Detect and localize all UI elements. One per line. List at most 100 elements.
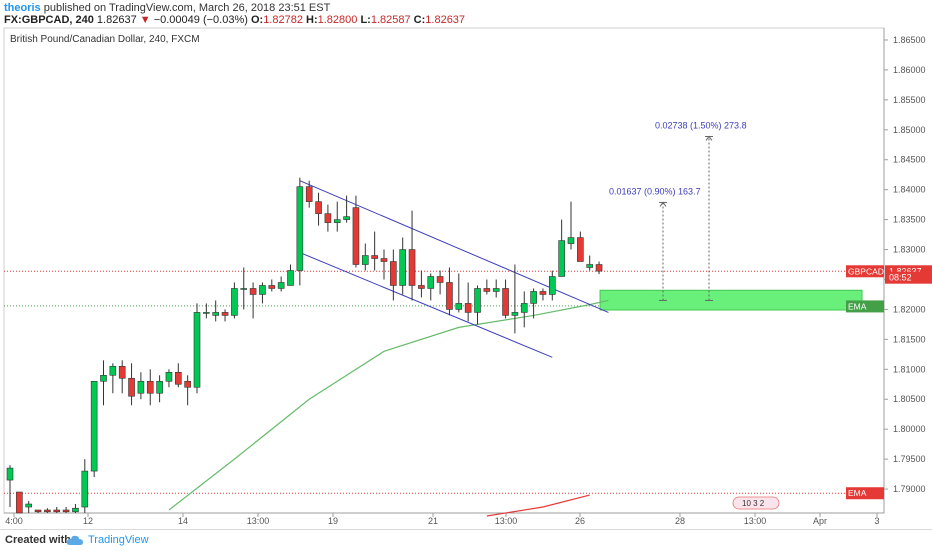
- x-tick-label: 28: [675, 516, 685, 526]
- y-tick-label: 1.79000: [893, 484, 926, 494]
- x-tick-label: 12: [83, 516, 93, 526]
- channel-lower-line: [299, 252, 553, 358]
- price-change: −0.00049 (−0.03%): [153, 14, 248, 26]
- last-price: 1.82637: [96, 14, 137, 26]
- high-label: H:: [306, 14, 318, 26]
- y-tick-label: 1.83000: [893, 245, 926, 255]
- cloud-icon: [66, 533, 84, 551]
- candle-body: [100, 374, 107, 382]
- candle-body: [399, 249, 407, 286]
- candle-body: [34, 509, 42, 513]
- x-tick-label: 19: [328, 516, 338, 526]
- candle-body: [361, 255, 369, 265]
- candle-body: [315, 201, 322, 214]
- chart-title: British Pound/Canadian Dollar, 240, FXCM: [10, 34, 200, 45]
- candle-body: [436, 276, 444, 283]
- candle-body: [511, 312, 519, 316]
- candle-body: [193, 312, 201, 388]
- y-tick-label: 1.85000: [893, 125, 926, 135]
- candle-body: [492, 288, 500, 292]
- candle-body: [595, 264, 603, 272]
- price-tag-text: EMA: [848, 301, 867, 311]
- y-tick-label: 1.84500: [893, 155, 926, 165]
- candle-body: [184, 380, 191, 388]
- candle-body: [390, 261, 397, 286]
- tradingview-brand[interactable]: TradingView: [88, 534, 149, 546]
- candle-body: [62, 509, 70, 513]
- candle-body: [446, 282, 453, 310]
- axis-price-box: [885, 271, 932, 284]
- axis-price-text: 08:52: [889, 273, 912, 283]
- candle-body: [109, 366, 117, 376]
- price-tag-box: [846, 300, 884, 313]
- candle-body: [175, 371, 182, 385]
- candle-body: [539, 291, 547, 295]
- candle-body: [277, 282, 285, 289]
- candle-body: [44, 509, 51, 513]
- author-link[interactable]: theoris: [4, 2, 41, 14]
- y-tick-label: 1.81000: [893, 364, 926, 374]
- x-tick-label: 14: [178, 516, 188, 526]
- events-badge: [732, 496, 780, 510]
- candle-body: [90, 380, 98, 472]
- projection-arrow-icon: [705, 135, 713, 141]
- candle-body: [530, 291, 537, 304]
- candle-body: [558, 240, 565, 277]
- close-value: 1.82637: [425, 14, 466, 26]
- x-tick-label: 26: [575, 516, 585, 526]
- projection-arrow-icon: [659, 201, 667, 207]
- candle-body: [520, 303, 528, 313]
- symbol-label: FX:GBPCAD, 240: [4, 14, 94, 26]
- candle-body: [221, 312, 229, 316]
- price-tag-box: [846, 487, 884, 500]
- y-tick-label: 1.80500: [893, 394, 926, 404]
- candle-body: [6, 467, 14, 481]
- axis-price-text: 1.82637: [889, 266, 922, 276]
- publish-info: theoris published on TradingView.com, Ma…: [4, 2, 330, 14]
- candle-body: [156, 380, 163, 394]
- high-value: 1.82800: [317, 14, 358, 26]
- open-label: O:: [250, 14, 264, 26]
- candle-body: [165, 371, 173, 382]
- candle-body: [408, 249, 416, 286]
- price-chart[interactable]: British Pound/Canadian Dollar, 240, FXCM…: [0, 0, 932, 529]
- y-tick-label: 1.86500: [893, 35, 926, 45]
- candle-body: [203, 312, 210, 314]
- y-tick-label: 1.86000: [893, 65, 926, 75]
- y-tick-label: 1.83500: [893, 215, 926, 225]
- low-label: L:: [360, 14, 371, 26]
- candle-body: [324, 213, 332, 223]
- y-tick-label: 1.85500: [893, 95, 926, 105]
- candle-body: [502, 288, 509, 316]
- open-value: 1.82782: [263, 14, 303, 26]
- ema-line: [168, 299, 609, 511]
- x-tick-label: 13:00: [495, 516, 518, 526]
- ohlc-bar: FX:GBPCAD, 240 1.82637 ▼ −0.00049 (−0.03…: [4, 14, 465, 26]
- candle-body: [371, 255, 378, 259]
- candle-body: [53, 509, 61, 513]
- candle-body: [427, 276, 435, 289]
- candle-body: [25, 503, 33, 508]
- candle-body: [483, 288, 491, 292]
- candle-body: [567, 237, 575, 244]
- price-tag-box: [846, 265, 884, 278]
- y-tick-label: 1.82000: [893, 304, 926, 314]
- candle-body: [268, 285, 276, 289]
- candle-body: [212, 312, 219, 316]
- ema-line-red: [486, 494, 590, 517]
- candle-body: [240, 288, 248, 290]
- x-tick-label: 21: [428, 516, 438, 526]
- candle-body: [146, 380, 154, 394]
- candle-body: [137, 380, 145, 394]
- y-tick-label: 1.80000: [893, 424, 926, 434]
- x-tick-label: 3: [874, 516, 879, 526]
- x-tick-label: Apr: [813, 516, 827, 526]
- plot-frame: [3, 27, 885, 514]
- candle-body: [16, 491, 23, 514]
- projection-label: 0.02738 (1.50%) 273.8: [655, 120, 747, 130]
- candle-body: [118, 366, 126, 379]
- candle-body: [586, 264, 594, 268]
- candle-body: [81, 470, 89, 508]
- low-value: 1.82587: [370, 14, 411, 26]
- y-tick-label: 1.79500: [893, 454, 926, 464]
